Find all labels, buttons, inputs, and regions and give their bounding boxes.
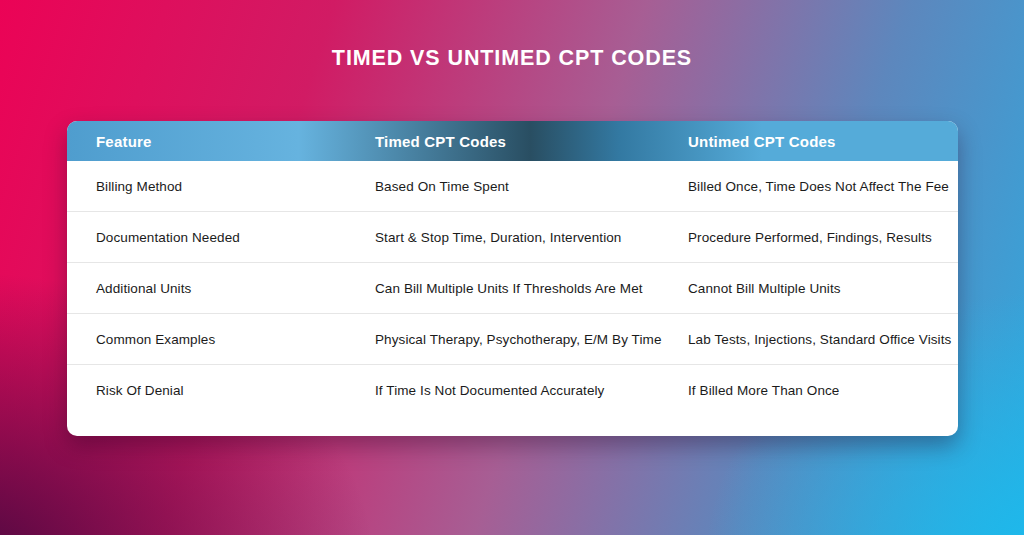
cell-timed: Physical Therapy, Psychotherapy, E/M By … bbox=[346, 332, 659, 347]
comparison-table: Feature Timed CPT Codes Untimed CPT Code… bbox=[67, 121, 958, 436]
table-row: Documentation Needed Start & Stop Time, … bbox=[67, 211, 958, 262]
cell-feature: Common Examples bbox=[67, 332, 346, 347]
table-row: Billing Method Based On Time Spent Bille… bbox=[67, 161, 958, 211]
table-row: Additional Units Can Bill Multiple Units… bbox=[67, 262, 958, 313]
table-row: Risk Of Denial If Time Is Not Documented… bbox=[67, 364, 958, 415]
table-row: Common Examples Physical Therapy, Psycho… bbox=[67, 313, 958, 364]
cell-timed: Can Bill Multiple Units If Thresholds Ar… bbox=[346, 281, 659, 296]
infographic-background: TIMED VS UNTIMED CPT CODES Feature Timed… bbox=[0, 0, 1024, 535]
cell-feature: Risk Of Denial bbox=[67, 383, 346, 398]
cell-timed: Start & Stop Time, Duration, Interventio… bbox=[346, 230, 659, 245]
column-header-feature: Feature bbox=[67, 133, 346, 150]
cell-untimed: Procedure Performed, Findings, Results bbox=[659, 230, 958, 245]
table-header-row: Feature Timed CPT Codes Untimed CPT Code… bbox=[67, 121, 958, 161]
cell-untimed: Billed Once, Time Does Not Affect The Fe… bbox=[659, 179, 958, 194]
cell-timed: If Time Is Not Documented Accurately bbox=[346, 383, 659, 398]
cell-untimed: Cannot Bill Multiple Units bbox=[659, 281, 958, 296]
column-header-untimed: Untimed CPT Codes bbox=[659, 133, 958, 150]
page-title: TIMED VS UNTIMED CPT CODES bbox=[0, 47, 1024, 71]
column-header-timed: Timed CPT Codes bbox=[346, 133, 659, 150]
cell-untimed: If Billed More Than Once bbox=[659, 383, 958, 398]
cell-feature: Documentation Needed bbox=[67, 230, 346, 245]
cell-untimed: Lab Tests, Injections, Standard Office V… bbox=[659, 332, 958, 347]
cell-feature: Billing Method bbox=[67, 179, 346, 194]
cell-timed: Based On Time Spent bbox=[346, 179, 659, 194]
cell-feature: Additional Units bbox=[67, 281, 346, 296]
